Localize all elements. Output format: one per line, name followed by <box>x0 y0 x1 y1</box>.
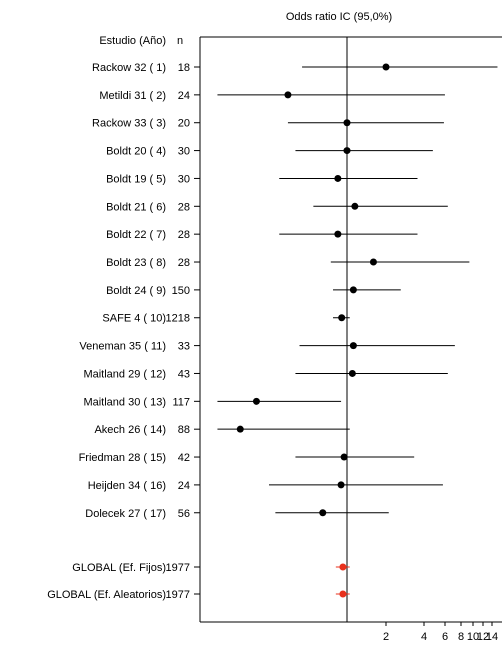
point-estimate-marker <box>351 202 359 210</box>
study-n-value: 56 <box>178 508 190 520</box>
study-n-value: 1218 <box>166 313 190 325</box>
point-estimate-marker <box>348 369 356 377</box>
x-tick-label: 8 <box>458 631 464 643</box>
study-rows: Rackow 32 ( 1) 18 Metildi 31 ( 2) 24 Rackow … <box>47 62 498 601</box>
study-label: Veneman 35 ( 11) <box>79 341 166 353</box>
point-estimate-marker <box>340 453 348 461</box>
x-tick-label: 12 <box>477 631 489 643</box>
study-n-value: 24 <box>178 480 190 492</box>
study-n-value: 24 <box>178 90 190 102</box>
study-label: Boldt 23 ( 8) <box>106 257 166 269</box>
study-n-value: 18 <box>178 62 190 74</box>
study-n-value: 30 <box>178 173 190 185</box>
pooled-estimate-marker <box>339 563 347 571</box>
study-n-value: 30 <box>178 146 190 158</box>
study-label: Maitland 30 ( 13) <box>83 396 166 408</box>
study-label: Boldt 22 ( 7) <box>106 229 166 241</box>
study-column-header: Estudio (Año) <box>99 35 166 47</box>
point-estimate-marker <box>338 314 346 322</box>
study-label: Boldt 24 ( 9) <box>106 285 166 297</box>
x-tick-label: 4 <box>421 631 427 643</box>
study-n-value: 150 <box>172 285 190 297</box>
n-column-header: n <box>177 35 183 47</box>
study-label: Dolecek 27 ( 17) <box>85 508 166 520</box>
x-tick-label: 10 <box>467 631 479 643</box>
study-n-value: 20 <box>178 118 190 130</box>
point-estimate-marker <box>252 397 260 405</box>
point-estimate-marker <box>337 481 345 489</box>
study-n-value: 33 <box>178 341 190 353</box>
study-label: Maitland 29 ( 12) <box>83 368 166 380</box>
study-n-value: 88 <box>178 424 190 436</box>
study-n-value: 28 <box>178 201 190 213</box>
point-estimate-marker <box>343 147 351 155</box>
point-estimate-marker <box>349 342 357 350</box>
study-n-value: 43 <box>178 368 190 380</box>
x-tick-label: 14 <box>486 631 498 643</box>
study-label: SAFE 4 ( 10) <box>102 313 166 325</box>
chart-title: Odds ratio IC (95,0%) <box>286 11 392 23</box>
point-estimate-marker <box>349 286 357 294</box>
x-tick-label: 2 <box>383 631 389 643</box>
point-estimate-marker <box>334 174 342 182</box>
pooled-n-value: 1977 <box>166 589 190 601</box>
point-estimate-marker <box>334 230 342 238</box>
pooled-label: GLOBAL (Ef. Aleatorios) <box>47 589 166 601</box>
point-estimate-marker <box>382 63 390 71</box>
point-estimate-marker <box>284 91 292 99</box>
study-label: Rackow 32 ( 1) <box>92 62 166 74</box>
point-estimate-marker <box>343 119 351 127</box>
study-n-value: 42 <box>178 452 190 464</box>
pooled-label: GLOBAL (Ef. Fijos) <box>72 562 166 574</box>
study-label: Boldt 21 ( 6) <box>106 201 166 213</box>
study-n-value: 28 <box>178 257 190 269</box>
point-estimate-marker <box>236 425 244 433</box>
study-label: Friedman 28 ( 15) <box>79 452 166 464</box>
study-label: Heijden 34 ( 16) <box>88 480 166 492</box>
point-estimate-marker <box>319 509 327 517</box>
study-label: Rackow 33 ( 3) <box>92 118 166 130</box>
x-tick-label: 6 <box>442 631 448 643</box>
pooled-n-value: 1977 <box>166 562 190 574</box>
study-label: Boldt 20 ( 4) <box>106 146 166 158</box>
study-label: Metildi 31 ( 2) <box>99 90 166 102</box>
study-n-value: 28 <box>178 229 190 241</box>
study-label: Akech 26 ( 14) <box>94 424 166 436</box>
study-n-value: 117 <box>172 396 190 408</box>
point-estimate-marker <box>369 258 377 266</box>
pooled-estimate-marker <box>339 590 347 598</box>
study-label: Boldt 19 ( 5) <box>106 173 166 185</box>
